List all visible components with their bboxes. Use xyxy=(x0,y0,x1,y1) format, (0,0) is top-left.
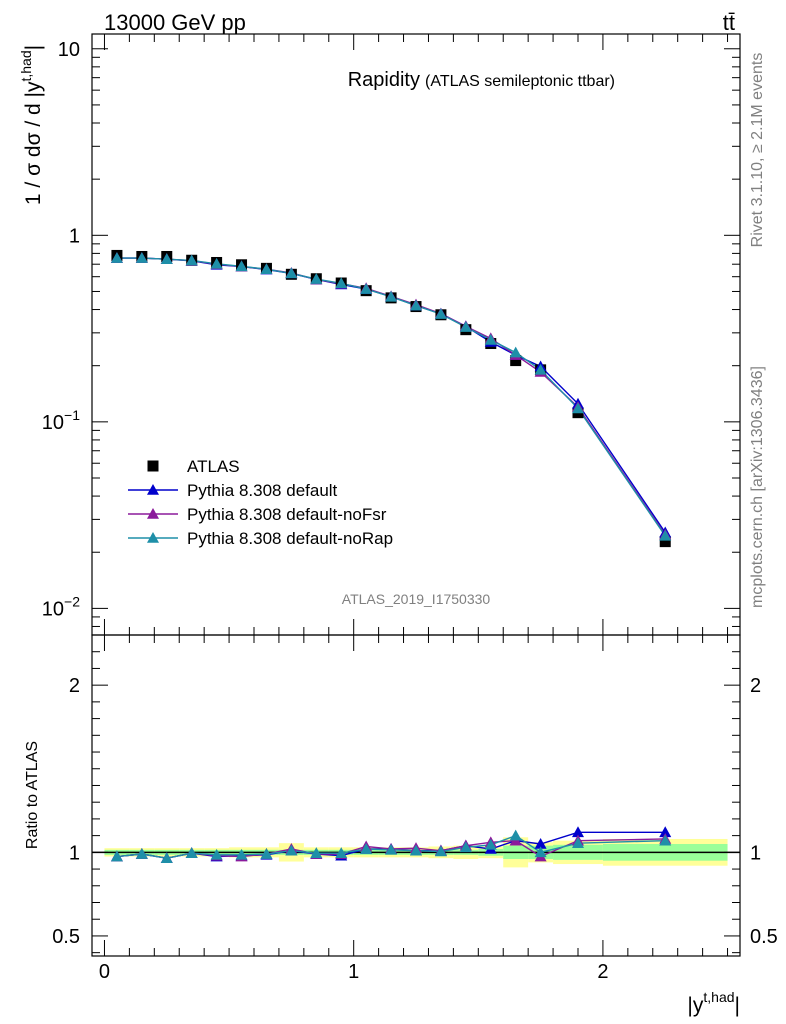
ratio-point-pythia-8-308-default xyxy=(534,837,547,849)
ratio-point-pythia-8-308-default-norap xyxy=(659,834,672,846)
ratio-point-pythia-8-308-default-norap xyxy=(534,846,547,858)
ratio-point-pythia-8-308-default-norap xyxy=(360,843,373,854)
ratio-point-pythia-8-308-default-norap xyxy=(335,847,348,858)
rivet-label: Rivet 3.1.10, ≥ 2.1M events xyxy=(749,53,766,248)
ratio-y-tick-label-right: 1 xyxy=(750,842,761,864)
y-tick-label: 10−1 xyxy=(42,407,80,434)
data-point-atlas xyxy=(659,536,671,548)
ratio-point-pythia-8-308-default-norap xyxy=(410,844,422,856)
data-point-pythia-8-308-default-norap xyxy=(160,253,173,264)
main-ylabel-end: | xyxy=(22,45,45,50)
ratio-frame xyxy=(91,634,741,957)
ratio-point-pythia-8-308-default xyxy=(572,826,584,838)
data-point-pythia-8-308-default-norap xyxy=(360,283,373,294)
data-point-pythia-8-308-default-norap xyxy=(210,257,223,269)
main-ylabel: 1 / σ dσ / d |yt,had| xyxy=(18,45,45,205)
data-point-pythia-8-308-default-norap xyxy=(335,277,348,289)
ratio-ylabel: Ratio to ATLAS xyxy=(24,741,41,849)
data-point-pythia-8-308-default-norap xyxy=(285,267,298,279)
ratio-point-pythia-8-308-default-norap xyxy=(509,829,522,841)
process-label: tt̄ xyxy=(723,10,735,35)
x-tick-label: 0 xyxy=(99,961,110,983)
data-point-pythia-8-308-default-norap xyxy=(260,263,273,275)
ratio-point-pythia-8-308-default-norap xyxy=(484,838,497,850)
analysis-watermark: ATLAS_2019_I1750330 xyxy=(342,591,491,607)
data-point-pythia-8-308-default-norap xyxy=(484,333,497,345)
ratio-point-pythia-8-308-default-norap xyxy=(260,848,273,859)
ratio-y-tick-label: 0.5 xyxy=(52,926,80,948)
data-point-pythia-8-308-default-norap xyxy=(110,252,123,263)
ratio-point-pythia-8-308-default xyxy=(659,826,672,838)
y-tick-label: 1 xyxy=(69,225,80,247)
data-point-pythia-8-308-default-norap xyxy=(509,346,522,358)
data-point-atlas xyxy=(510,355,522,367)
legend-marker-atlas xyxy=(147,460,159,472)
data-point-pythia-8-308-default-norap xyxy=(459,321,472,332)
ratio-point-pythia-8-308-default-norap xyxy=(210,848,223,860)
energy-label: 13000 GeV pp xyxy=(104,10,246,35)
x-tick-label: 2 xyxy=(597,961,608,983)
data-point-pythia-8-308-default-norap xyxy=(135,252,148,263)
ratio-point-pythia-8-308-default-norap xyxy=(235,848,248,860)
main-ylabel-text: 1 / σ dσ / d |y xyxy=(22,81,45,205)
ratio-y-tick-label: 1 xyxy=(69,842,80,864)
legend: ATLAS Pythia 8.308 default Pythia 8.308 de… xyxy=(128,457,393,548)
data-point-pythia-8-308-default-norap xyxy=(385,290,398,302)
svg-text:|yt,had|: |yt,had| xyxy=(687,989,740,1017)
y-tick-exponent: −2 xyxy=(64,593,80,609)
main-ylabel-sup: t,had xyxy=(18,50,34,81)
data-point-pythia-8-308-default-norap xyxy=(572,402,584,414)
xlabel-text: |y xyxy=(687,994,703,1017)
plot-title: Rapidity xyxy=(348,69,420,91)
y-tick-label: 10−2 xyxy=(42,593,80,620)
data-point-pythia-8-308-default-norap xyxy=(235,260,248,272)
data-point-pythia-8-308-default-norap xyxy=(410,299,422,311)
ratio-point-pythia-8-308-default-norap xyxy=(185,847,198,858)
ratio-point-pythia-8-308-default-norap xyxy=(135,848,148,859)
ratio-point-pythia-8-308-default-norap xyxy=(385,843,398,855)
legend-label-pythia-8-308-default: Pythia 8.308 default xyxy=(187,481,338,500)
svg-text:1 / σ dσ / d |yt,had|: 1 / σ dσ / d |yt,had| xyxy=(18,45,45,205)
y-tick-label: 10 xyxy=(58,39,80,61)
mcplots-label: mcplots.cern.ch [arXiv:1306.3436] xyxy=(749,366,766,608)
x-tick-label: 1 xyxy=(348,961,359,983)
ratio-y-tick-label-right: 0.5 xyxy=(750,926,778,948)
ratio-point-pythia-8-308-default-norap xyxy=(459,841,472,853)
y-tick-base: 10 xyxy=(42,598,64,620)
data-point-pythia-8-308-default-norap xyxy=(185,254,198,266)
legend-label-atlas: ATLAS xyxy=(187,457,240,476)
ratio-point-pythia-8-308-default-norap xyxy=(160,852,173,863)
xlabel-end: | xyxy=(735,994,740,1017)
legend-marker-pythia-8-308-default-nofsr xyxy=(147,508,159,519)
ratio-point-pythia-8-308-default-norap xyxy=(285,844,298,856)
legend-label-pythia-8-308-default-norap: Pythia 8.308 default-noRap xyxy=(187,529,393,548)
legend-label-pythia-8-308-default-nofsr: Pythia 8.308 default-noFsr xyxy=(187,505,387,524)
ratio-plot-panel: 0 1 2 2 2 1 1 0.5 0.5 xyxy=(52,34,778,983)
data-point-pythia-8-308-default-norap xyxy=(534,363,547,375)
data-point-pythia-8-308-default-norap xyxy=(659,529,672,541)
ratio-y-tick-label-right: 2 xyxy=(750,675,761,697)
legend-marker-pythia-8-308-default xyxy=(147,484,159,495)
ratio-point-pythia-8-308-default-norap xyxy=(434,845,447,857)
ratio-point-pythia-8-308-default-norap xyxy=(110,850,123,862)
plot-subtitle: (ATLAS semileptonic ttbar) xyxy=(425,73,615,90)
ratio-y-tick-label: 2 xyxy=(69,675,80,697)
ratio-xlabel: |yt,had| xyxy=(687,989,740,1017)
data-point-pythia-8-308-default-norap xyxy=(310,273,323,284)
y-tick-base: 10 xyxy=(42,412,64,434)
ratio-point-pythia-8-308-default-norap xyxy=(572,837,584,848)
legend-marker-pythia-8-308-default-norap xyxy=(147,532,159,543)
ratio-point-pythia-8-308-default-norap xyxy=(310,847,323,858)
xlabel-sup: t,had xyxy=(703,989,734,1005)
y-tick-exponent: −1 xyxy=(64,407,80,423)
data-point-pythia-8-308-default-norap xyxy=(434,308,447,319)
